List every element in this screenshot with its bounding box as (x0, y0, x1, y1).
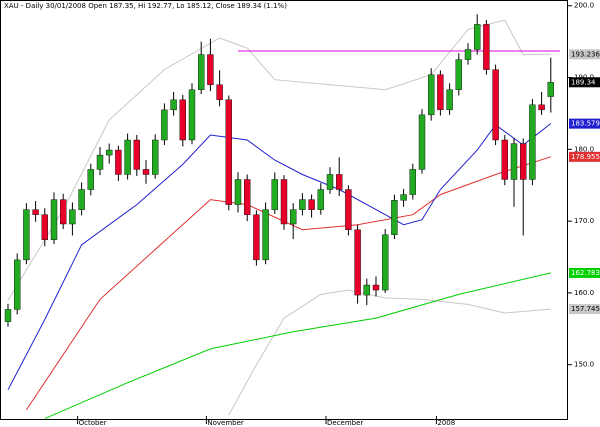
candle-body (23, 209, 30, 261)
price-tag-label: 157.745 (571, 305, 600, 313)
y-tick-label: 150.0 (574, 361, 594, 369)
candle-body (317, 189, 324, 210)
candle-body (299, 199, 306, 210)
candle-body (124, 139, 131, 175)
candle-body (474, 24, 481, 50)
price-tag-label: 178.955 (571, 153, 600, 161)
price-tag (569, 304, 600, 315)
candle-body (32, 209, 39, 215)
price-tag-label: 193.236 (571, 50, 600, 58)
price-tag (569, 151, 600, 162)
candle-body (409, 169, 416, 195)
x-tick-label: 2008 (437, 419, 455, 427)
indicator-line (44, 272, 551, 420)
candle-body (151, 139, 159, 175)
candle-body (78, 189, 85, 210)
candle-body (418, 114, 426, 170)
chart-title: XAU - Daily 30/01/2008 Open 187.35, Hi 1… (4, 2, 287, 10)
candle-body (400, 194, 407, 201)
candle-body (216, 84, 223, 100)
candle-body (547, 82, 554, 97)
candle-body (290, 209, 297, 225)
candle-body (483, 24, 490, 70)
y-tick-label: 200.0 (574, 2, 594, 10)
candle-body (13, 259, 21, 310)
candle-body (4, 309, 12, 322)
candle-body (234, 179, 242, 205)
candle-body (363, 284, 370, 296)
candle-body (69, 209, 76, 225)
candle-body (455, 59, 462, 90)
x-tick-label: October (79, 419, 107, 427)
x-tick-label: November (207, 419, 244, 427)
candle-body (372, 284, 380, 291)
candle-body (170, 99, 177, 111)
candle-body (464, 49, 472, 60)
candle-body (529, 104, 536, 180)
indicator-line (7, 19, 551, 301)
candle-body (437, 74, 444, 111)
candle-body (243, 179, 251, 215)
candle-body (280, 179, 288, 225)
candle-body (308, 199, 315, 210)
price-tag (569, 49, 600, 60)
candle-body (133, 139, 141, 170)
candle-body (428, 74, 435, 116)
y-tick-label: 180.0 (574, 145, 594, 153)
candle-body (115, 149, 122, 175)
candle-body (197, 54, 205, 90)
candle-body (207, 54, 214, 85)
candle-body (262, 209, 269, 261)
candle-body (492, 69, 499, 141)
candle-body (60, 199, 67, 225)
indicator-line (7, 123, 552, 391)
candle-body (105, 149, 113, 156)
candle-body (96, 154, 104, 170)
candle-body (538, 104, 545, 111)
candle-body (510, 143, 518, 180)
y-tick-label: 170.0 (574, 217, 594, 225)
candle-body (161, 109, 168, 141)
price-tag (569, 77, 600, 88)
candle-body (326, 174, 334, 190)
candle-body (345, 189, 352, 230)
candle-body (382, 234, 389, 291)
x-tick-label: December (327, 419, 363, 427)
candle-body (41, 214, 48, 240)
candle-body (87, 169, 95, 190)
candle-body (336, 174, 343, 190)
price-tag-label: 189.34 (571, 78, 596, 86)
candle-body (253, 214, 260, 261)
candle-body (446, 89, 453, 111)
candle-body (179, 99, 187, 141)
price-tag-label: 162.783 (571, 269, 600, 277)
candle-body (142, 169, 150, 175)
candle-body (520, 143, 527, 180)
y-tick-label: 160.0 (574, 289, 594, 297)
candle-body (50, 199, 58, 240)
indicator-line (25, 156, 551, 411)
candle-body (188, 89, 196, 141)
price-tag-label: 183.579 (571, 120, 600, 128)
candle-body (354, 229, 361, 296)
candle-body (501, 139, 508, 180)
candle-body (391, 200, 398, 235)
price-tag (569, 118, 600, 129)
candle-body (225, 99, 233, 205)
candle-body (271, 179, 278, 210)
price-tag (569, 267, 600, 278)
